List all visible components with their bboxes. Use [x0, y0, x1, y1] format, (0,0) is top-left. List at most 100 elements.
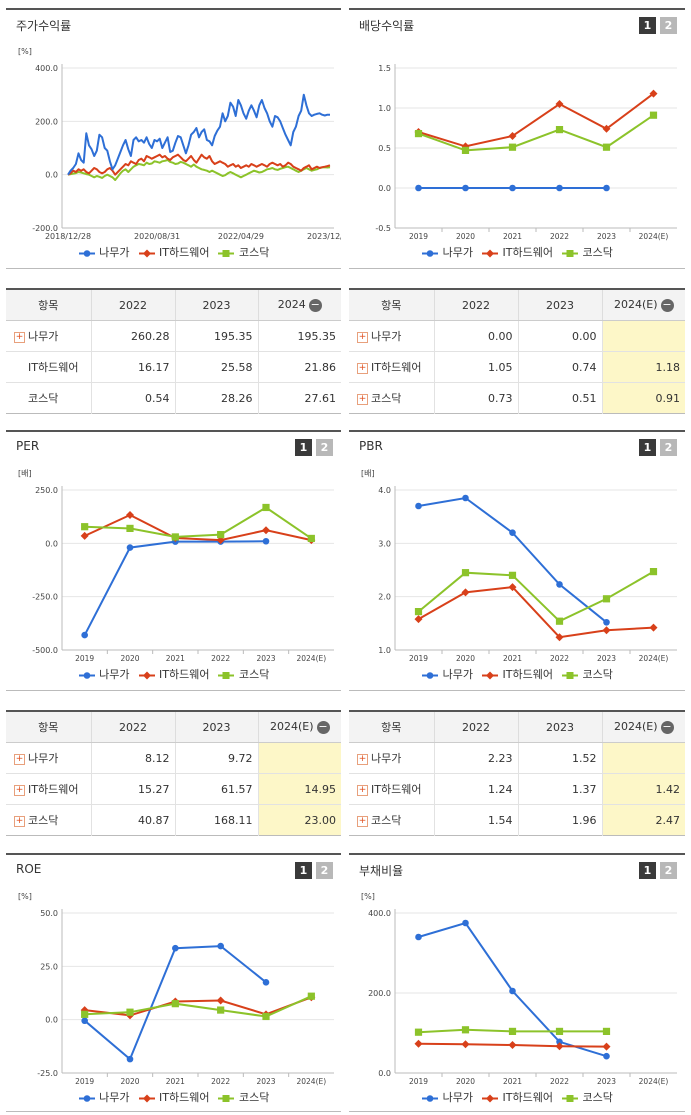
expand-row-icon[interactable]: +	[357, 393, 368, 405]
column-header: 2024−	[257, 289, 341, 321]
legend-swatch	[482, 671, 499, 679]
y-tick-label: 0.0	[378, 1069, 391, 1078]
table-cell: 28.26	[174, 382, 258, 414]
y-tick-label: -250.0	[32, 593, 58, 602]
expand-row-icon[interactable]: +	[14, 753, 25, 765]
legend: 나무가 IT하드웨어 코스닥	[6, 666, 341, 682]
y-tick-label: 400.0	[35, 64, 58, 73]
table-row: 코스닥 0.54 28.26 27.61	[6, 382, 341, 414]
x-tick-label: 2022	[211, 1077, 230, 1086]
panel-per: PER 1 2 [배] 250.0 0.0 -250.0 -500.0 2019 2020 2…	[6, 430, 341, 691]
chart-toggle-1[interactable]: 1	[639, 862, 656, 879]
collapse-column-icon[interactable]: −	[660, 297, 674, 312]
series-kosdaq	[81, 992, 315, 1021]
legend-item-namuga: 나무가	[421, 666, 473, 682]
column-header-label: 항목	[38, 721, 59, 734]
chart-toggle-2[interactable]: 2	[316, 439, 333, 456]
x-tick-label: 2023/12/28	[307, 232, 341, 241]
data-point	[172, 944, 179, 952]
expand-row-icon[interactable]: +	[357, 784, 368, 796]
expand-row-icon[interactable]: +	[357, 753, 368, 765]
table-row: + IT하드웨어 1.24 1.37 1.42	[349, 773, 685, 805]
column-header: 2023	[517, 289, 602, 321]
y-tick-label: 1.0	[378, 104, 391, 113]
column-header-label: 2022	[462, 720, 490, 734]
expand-row-icon[interactable]: +	[357, 815, 368, 827]
series-namuga	[415, 919, 610, 1060]
table-row: + 코스닥 40.87 168.11 23.00	[6, 804, 341, 836]
stock-return-table: 항목 2022 2023 2024− + 나무가 260.28 195.35 195.35 IT하…	[6, 288, 341, 414]
chart-toggle-2[interactable]: 2	[316, 862, 333, 879]
legend-swatch	[78, 249, 95, 257]
row-label: + 나무가	[6, 742, 91, 774]
series-kosdaq	[414, 111, 658, 154]
x-tick-label: 2020	[456, 232, 475, 241]
table-cell: 0.54	[90, 382, 175, 414]
column-header: 2022	[90, 289, 175, 321]
y-tick-label: 200.0	[368, 989, 391, 998]
column-header: 2023	[517, 711, 602, 743]
expand-row-icon[interactable]: +	[14, 331, 25, 343]
x-tick-label: 2019	[75, 1077, 94, 1086]
legend-item-ithw: IT하드웨어	[138, 1089, 209, 1105]
data-point	[602, 626, 611, 635]
series-ithw	[414, 1039, 611, 1051]
data-point	[262, 503, 270, 512]
x-tick-label: 2020	[120, 1077, 139, 1086]
series-line	[418, 92, 655, 148]
legend-label: 코스닥	[578, 668, 613, 681]
data-point	[508, 143, 517, 151]
collapse-column-icon[interactable]: −	[316, 719, 330, 734]
expand-row-icon[interactable]: +	[357, 362, 368, 374]
chart-toggle-2[interactable]: 2	[660, 17, 677, 34]
chart-toggle-1[interactable]: 1	[639, 439, 656, 456]
data-point	[262, 537, 270, 545]
chart-toggle-1[interactable]: 1	[295, 862, 312, 879]
panel-title: ROE	[16, 862, 42, 876]
legend-item-ithw: IT하드웨어	[481, 666, 553, 682]
chart-toggle-1[interactable]: 1	[639, 17, 656, 34]
column-header-label: 2024(E)	[613, 720, 658, 734]
expand-row-icon[interactable]: +	[14, 815, 25, 827]
collapse-column-icon[interactable]: −	[660, 719, 674, 734]
data-point	[602, 143, 611, 151]
column-header-label: 2023	[546, 720, 574, 734]
series-kosdaq	[414, 1026, 611, 1036]
table-header-row: 항목 2022 2023 2024(E) −	[349, 711, 685, 743]
data-point	[171, 1000, 179, 1008]
data-point	[508, 571, 517, 579]
legend-swatch	[138, 1094, 155, 1102]
data-point	[415, 933, 422, 941]
data-point	[81, 631, 88, 639]
panel-roe: ROE 1 2 [%] 50.0 25.0 0.0 -25.0 2019 2020 2021 2…	[6, 853, 341, 1112]
chart-toggle: 1 2	[295, 862, 333, 879]
legend-label: 나무가	[439, 246, 474, 259]
expand-row-icon[interactable]: +	[357, 331, 368, 343]
legend-label: 코스닥	[235, 668, 270, 681]
expand-row-icon[interactable]: +	[14, 784, 25, 796]
table-cell	[257, 742, 341, 774]
series-line	[84, 513, 312, 542]
legend-swatch	[78, 1094, 95, 1102]
panel-stock-return: 주가수익률 [%] 400.0 200.0 0.0 -200.0 2018/12/28 20…	[6, 8, 341, 269]
series-namuga	[81, 537, 270, 639]
data-point	[81, 523, 89, 531]
dividend-table: 항목 2022 2023 2024(E) − + 나무가 0.00 0.00 + IT하드웨어 1.0…	[349, 288, 685, 414]
column-header: 2024(E) −	[601, 711, 685, 743]
x-tick-label: 2024(E)	[639, 654, 669, 663]
chart-toggle-1[interactable]: 1	[295, 439, 312, 456]
dividend-chart: 1.5 1.0 0.5 0.0 -0.5 2019 2020 2021 2022 2023 2024…	[375, 64, 677, 241]
table-cell: 16.17	[90, 351, 175, 383]
legend: 나무가 IT하드웨어 코스닥	[349, 1089, 685, 1105]
collapse-column-icon[interactable]: −	[308, 297, 322, 312]
data-point	[556, 1038, 563, 1046]
x-tick-label: 2020	[456, 654, 475, 663]
row-name: IT하드웨어	[371, 361, 422, 374]
data-point	[603, 618, 610, 626]
table-cell: 1.18	[601, 351, 685, 383]
chart-toggle-2[interactable]: 2	[660, 439, 677, 456]
data-point	[508, 1041, 517, 1049]
data-point	[461, 569, 470, 577]
y-tick-label: -200.0	[32, 224, 58, 233]
chart-toggle-2[interactable]: 2	[660, 862, 677, 879]
